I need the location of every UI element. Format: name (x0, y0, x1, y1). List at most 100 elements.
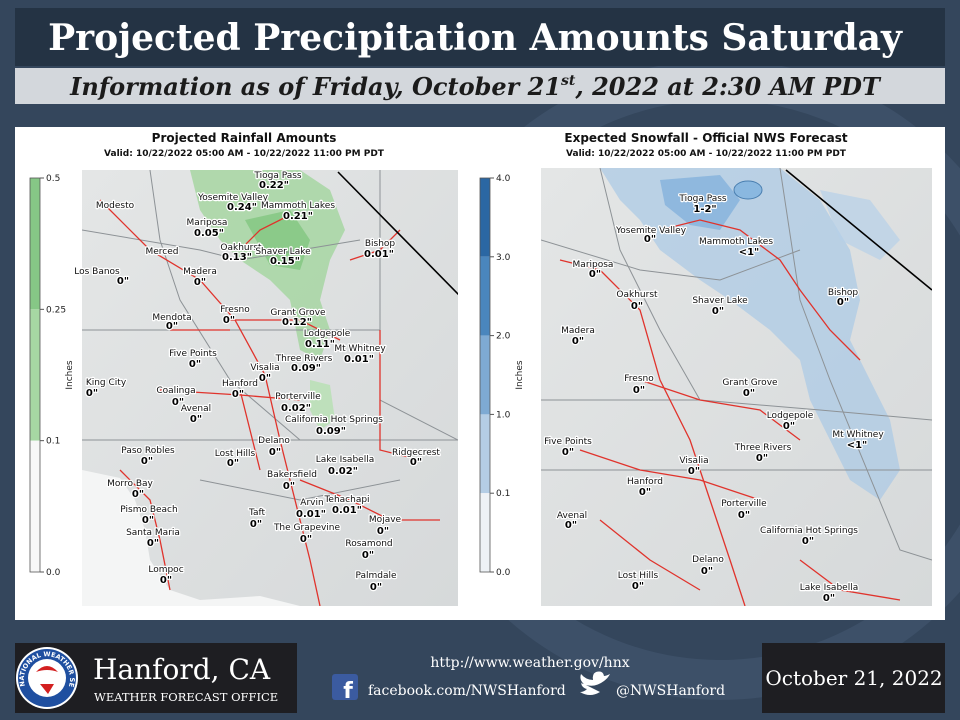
place-name: Three Rivers (734, 443, 792, 453)
place-name: Fresno (220, 305, 250, 315)
place-name: Five Points (169, 349, 217, 359)
place-amount: 0" (227, 458, 239, 469)
place-amount: 0.21" (283, 211, 313, 222)
place-name: Grant Grove (722, 378, 778, 388)
place-name: King City (86, 378, 127, 388)
colorbar-bin (30, 178, 40, 310)
place-amount: 0.01" (364, 249, 394, 260)
place-amount: 0.01" (296, 509, 326, 520)
place-amount: 0" (300, 534, 312, 545)
place-name: Shaver Lake (255, 247, 311, 257)
place-name: Yosemite Valley (615, 226, 687, 236)
lake (733, 180, 763, 200)
place-amount: 0" (562, 447, 574, 458)
place-amount: 0" (377, 526, 389, 537)
place-amount: 0.13" (222, 252, 252, 263)
subtitle-superscript: st (561, 73, 576, 89)
colorbar-bin (480, 414, 490, 494)
ocean (82, 470, 300, 606)
place-amount: 0" (190, 414, 202, 425)
colorbar-bin (480, 256, 490, 336)
place-name: Pismo Beach (120, 505, 177, 515)
place-name: Fresno (624, 374, 654, 384)
place-amount: 1-2" (693, 204, 716, 215)
place-name: Mariposa (573, 260, 614, 270)
colorbar-bin (480, 335, 490, 415)
place-amount: 0" (132, 489, 144, 500)
place-name: Lost Hills (215, 449, 256, 459)
place-amount: 0" (572, 336, 584, 347)
place-name: Lodgepole (304, 329, 351, 339)
place-amount: 0" (738, 510, 750, 521)
place-name: Arvin (300, 498, 323, 508)
facebook-icon-glyph: f (343, 679, 353, 704)
valid-time: Valid: 10/22/2022 05:00 AM - 10/22/2022 … (104, 149, 385, 159)
place-name: Avenal (557, 511, 587, 521)
place-name: Mt Whitney (334, 344, 386, 354)
place-name: Bakersfield (267, 470, 317, 480)
place-amount: 0" (283, 481, 295, 492)
place-amount: 0" (712, 306, 724, 317)
place-amount: 0" (142, 515, 154, 526)
place-name: Tehachapi (323, 495, 369, 505)
place-name: Taft (248, 508, 266, 518)
roads (99, 199, 440, 606)
place-name: Delano (692, 555, 724, 565)
place-amount: 0" (633, 385, 645, 396)
place-name: Lost Hills (618, 571, 659, 581)
place-amount: 0" (802, 536, 814, 547)
subtitle-part: Information as of Friday, October 21 (69, 72, 561, 101)
colorbar-frame (29, 177, 41, 573)
colorbar-tick-label: 0.1 (496, 489, 510, 499)
place-amount: 0" (147, 538, 159, 549)
place-name: Coalinga (156, 386, 195, 396)
colorbar-bin (480, 493, 490, 572)
place-amount: 0" (823, 593, 835, 604)
place-amount: 0.02" (328, 466, 358, 477)
facebook-icon (332, 674, 358, 700)
colorbar-tick-label: 3.0 (496, 253, 511, 263)
place-amount: 0.11" (305, 339, 335, 350)
place-name: Avenal (181, 404, 211, 414)
logo-symbol (36, 666, 58, 694)
place-name: Ridgecrest (392, 448, 440, 458)
place-amount: 0.22" (259, 180, 289, 191)
colorbar-label: Inches (515, 360, 525, 390)
place-name: Lompoc (148, 565, 183, 575)
place-amount: 0" (232, 389, 244, 400)
place-name: Porterville (721, 499, 767, 509)
rain-map (82, 170, 458, 606)
place-name: Madera (561, 326, 595, 336)
place-amount: 0" (589, 269, 601, 280)
place-name: Three Rivers (275, 354, 333, 364)
place-name: Hanford (627, 477, 663, 487)
place-amount: <1" (739, 247, 760, 258)
place-amount: 0.09" (316, 426, 346, 437)
place-name: Modesto (96, 201, 135, 211)
place-name: Visalia (250, 363, 279, 373)
place-amount: 0" (86, 388, 98, 399)
place-name: Delano (258, 436, 290, 446)
twitter-icon (580, 671, 610, 695)
place-amount: 0" (639, 487, 651, 498)
state-line (337, 171, 458, 296)
office-name: Hanford, CA (93, 653, 271, 686)
rain-area (245, 210, 310, 270)
place-amount: 0" (250, 519, 262, 530)
place-name: Grant Grove (270, 308, 326, 318)
snow-area (660, 175, 740, 230)
place-amount: 0" (194, 277, 206, 288)
subtitle-part: , 2022 at 2:30 AM PDT (574, 72, 882, 101)
place-name: Shaver Lake (692, 296, 748, 306)
place-name: Lodgepole (767, 411, 814, 421)
place-amount: 0" (269, 447, 281, 458)
snow-map (541, 168, 932, 606)
place-name: Lake Isabella (800, 583, 858, 593)
place-name: California Hot Springs (285, 415, 383, 425)
place-name: Lake Isabella (316, 455, 374, 465)
colorbar-tick-label: 4.0 (496, 174, 511, 184)
place-amount: 0.12" (282, 317, 312, 328)
colorbar-bin (480, 178, 490, 257)
